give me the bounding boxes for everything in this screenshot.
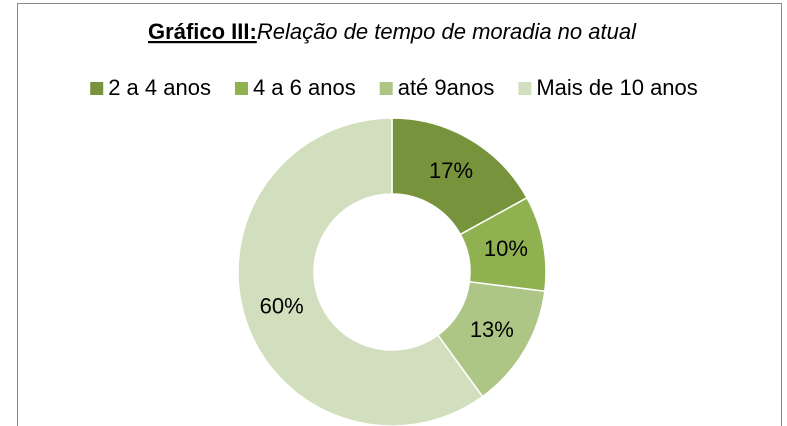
legend-label: Mais de 10 anos (536, 75, 697, 100)
legend-label: até 9anos (398, 75, 495, 100)
legend-swatch (518, 82, 532, 95)
title-prefix: Gráfico III: (148, 19, 257, 44)
data-label: 13% (470, 317, 514, 342)
donut-slice (237, 117, 484, 426)
data-label: 10% (484, 236, 528, 261)
legend-swatch (379, 82, 393, 95)
data-label: 60% (260, 294, 304, 319)
title-text: Relação de tempo de moradia no atual (257, 19, 637, 44)
legend-label: 4 a 6 anos (253, 75, 356, 100)
legend-label: 2 a 4 anos (108, 75, 211, 100)
chart-title: Gráfico III:Relação de tempo de moradia … (148, 19, 637, 44)
legend-swatch (234, 82, 248, 95)
data-label: 17% (429, 158, 473, 183)
legend-swatch (90, 82, 104, 95)
